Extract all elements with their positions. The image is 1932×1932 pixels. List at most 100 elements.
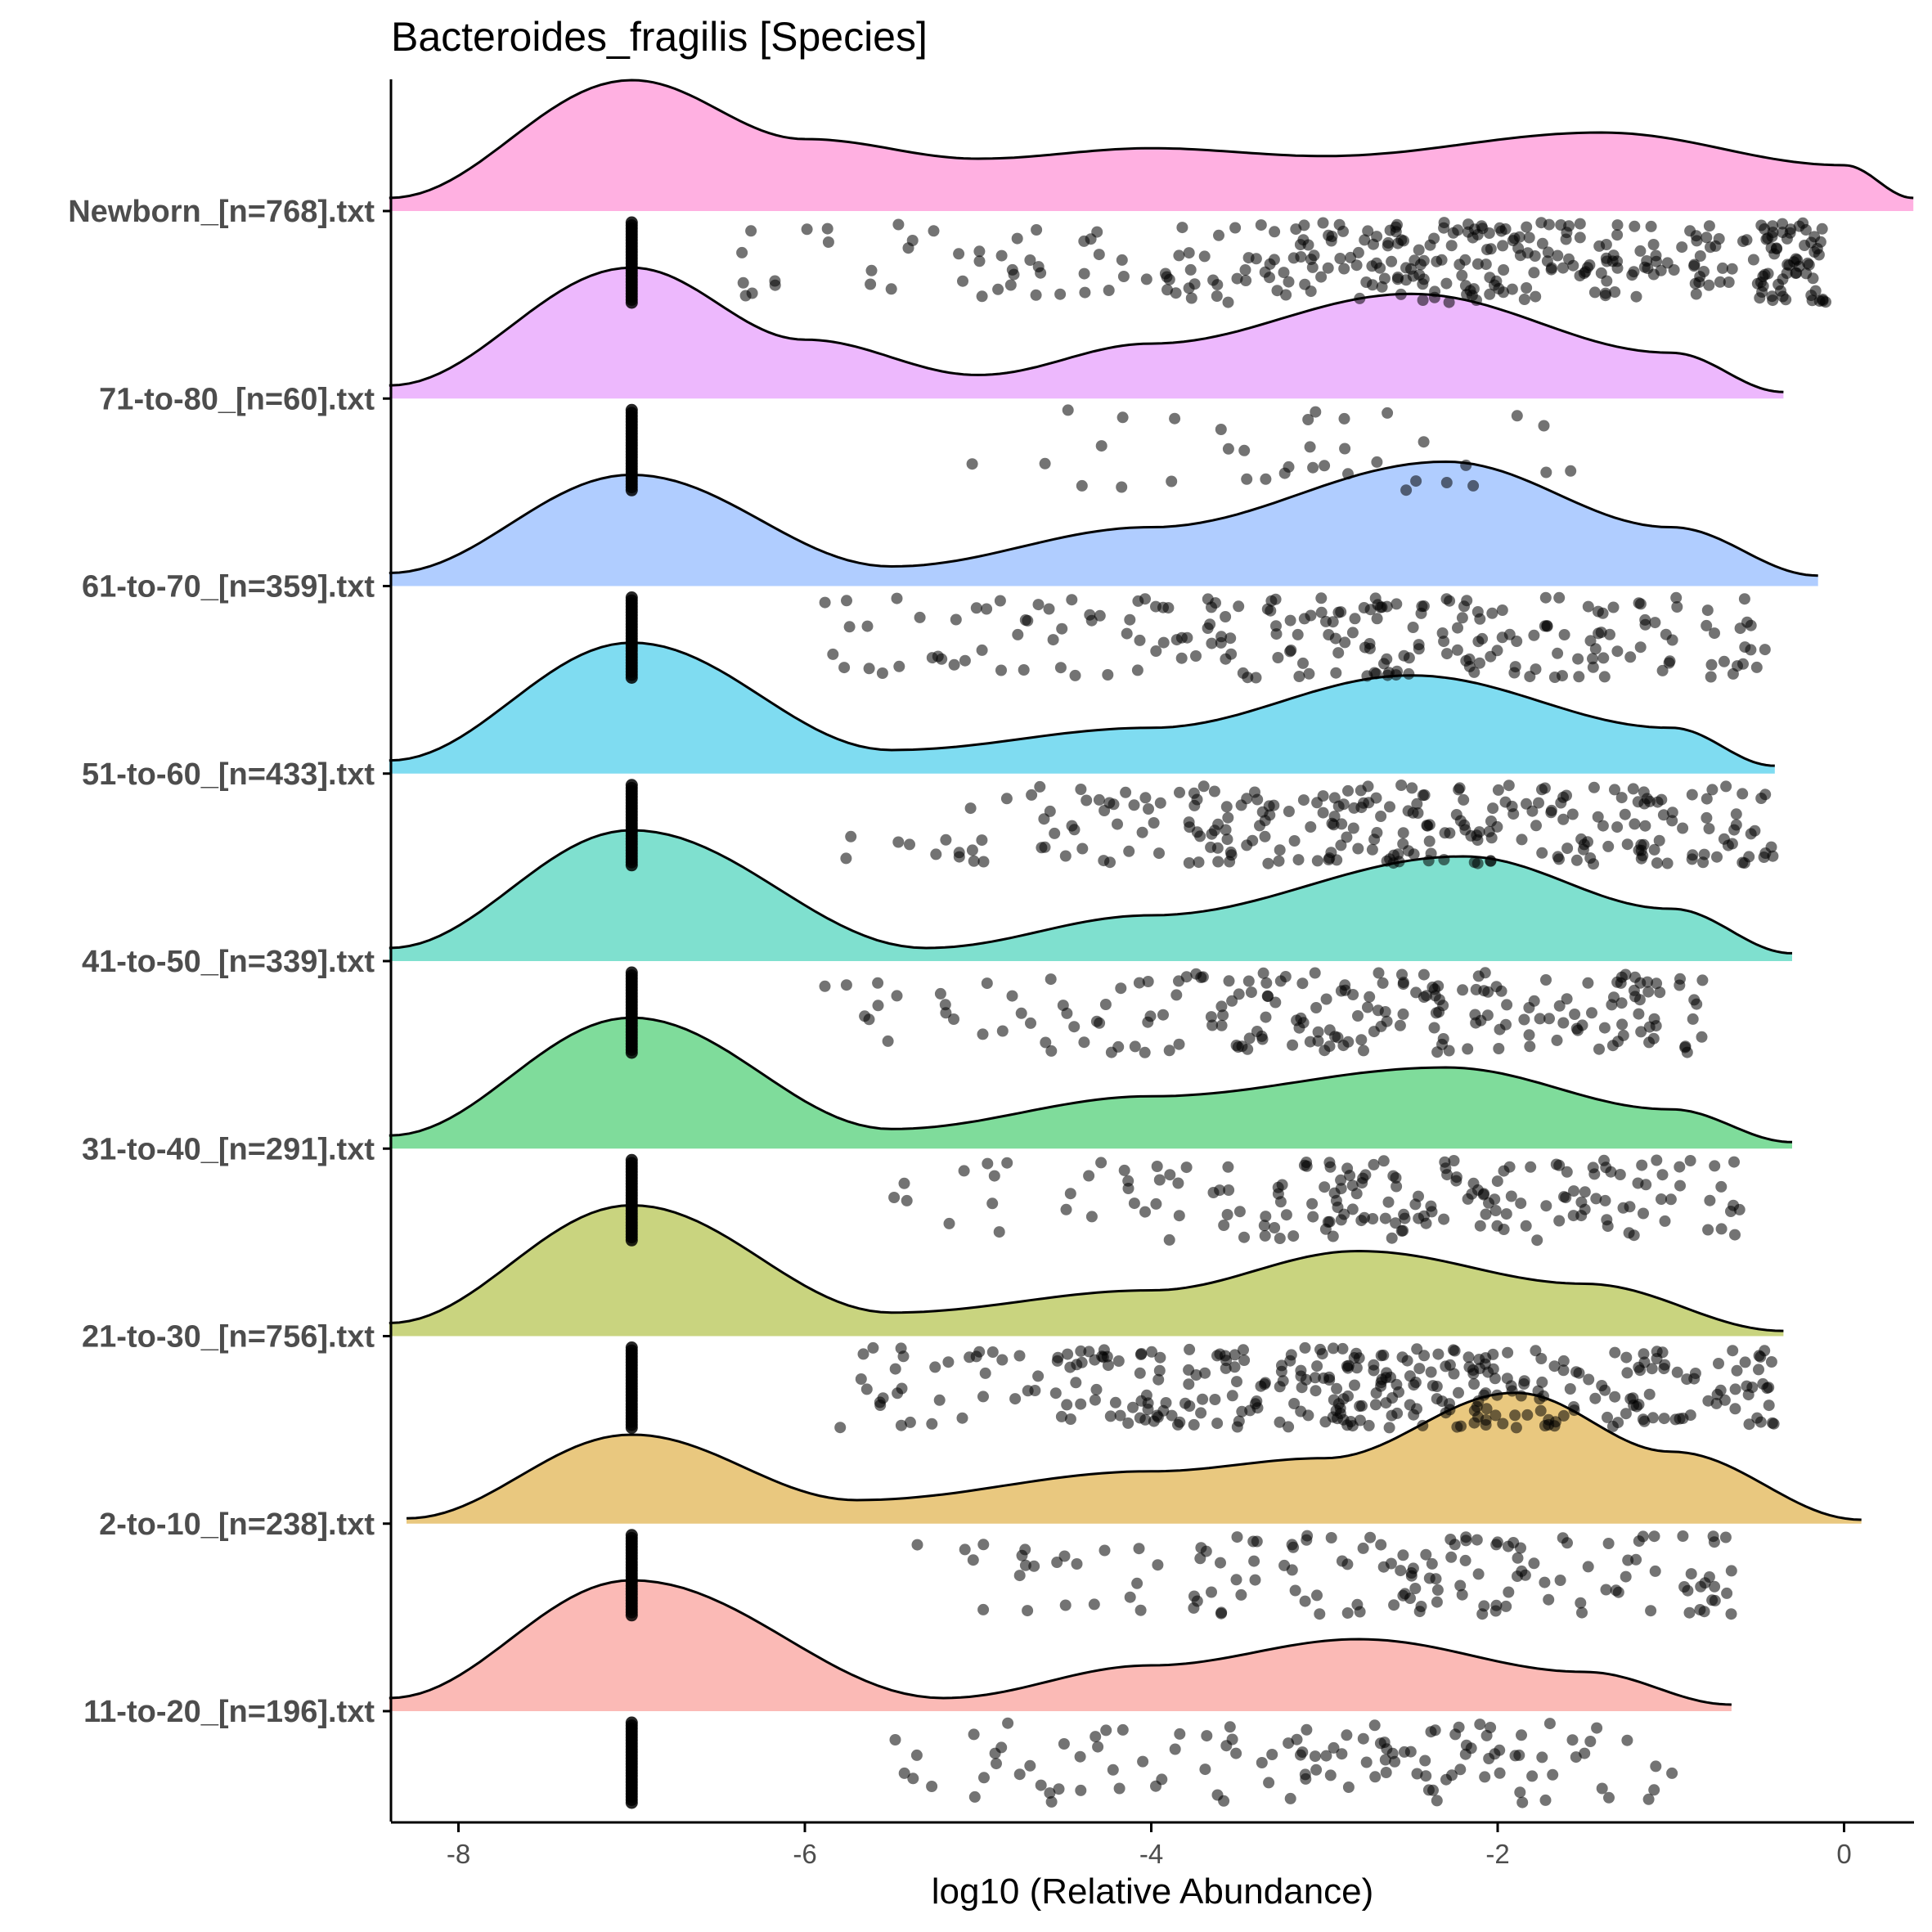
point — [1222, 443, 1234, 455]
point — [1745, 828, 1757, 840]
point — [1359, 641, 1371, 654]
point — [1350, 259, 1363, 272]
point — [1035, 1779, 1047, 1791]
point — [1335, 839, 1347, 851]
point — [1028, 1560, 1040, 1572]
point — [1427, 1380, 1439, 1392]
point — [914, 611, 926, 623]
point — [1352, 842, 1364, 855]
point — [950, 613, 962, 626]
point — [1601, 275, 1613, 287]
point — [1521, 1409, 1534, 1421]
point — [1502, 1346, 1514, 1359]
point — [1437, 1000, 1449, 1012]
point — [1400, 484, 1413, 496]
point — [1400, 262, 1412, 274]
point — [1460, 1739, 1472, 1751]
point — [1188, 1418, 1200, 1431]
point — [1206, 637, 1218, 649]
point — [1109, 1396, 1121, 1409]
point — [1198, 250, 1211, 263]
ridge-9 — [389, 1579, 1732, 1711]
point — [1557, 813, 1570, 825]
point — [1169, 1743, 1181, 1755]
point — [948, 658, 960, 671]
point — [1278, 1559, 1291, 1571]
point — [956, 1412, 968, 1424]
point — [1134, 634, 1146, 646]
point — [1349, 1379, 1360, 1391]
point — [1533, 797, 1544, 809]
point — [1338, 412, 1350, 425]
point — [1026, 789, 1038, 801]
point — [1358, 602, 1370, 613]
point — [1284, 614, 1296, 627]
point — [1589, 1392, 1602, 1404]
point — [1602, 1538, 1615, 1549]
point — [1555, 797, 1567, 809]
point — [736, 246, 748, 258]
y-tick-label: 41-to-50_[n=339].txt — [82, 945, 375, 979]
point — [1389, 1755, 1401, 1768]
point — [966, 458, 978, 470]
point — [1342, 1036, 1355, 1048]
point — [1300, 1373, 1312, 1386]
point — [1257, 967, 1269, 979]
point — [1471, 258, 1484, 270]
point — [1117, 411, 1129, 424]
point — [1503, 1586, 1515, 1598]
point — [1233, 988, 1245, 1000]
point — [1223, 1184, 1235, 1196]
point — [1720, 780, 1732, 793]
point — [1657, 809, 1669, 821]
point — [1288, 1398, 1301, 1409]
point — [1765, 841, 1777, 853]
point — [1431, 1046, 1444, 1058]
point — [1240, 275, 1252, 286]
point — [840, 852, 852, 865]
point — [995, 1741, 1008, 1754]
point — [1360, 1756, 1373, 1768]
point — [1628, 266, 1640, 278]
point — [1713, 233, 1725, 245]
point — [1624, 1393, 1637, 1405]
point — [1472, 1568, 1485, 1580]
point — [882, 1035, 894, 1047]
point — [1487, 802, 1499, 815]
point — [1349, 613, 1361, 625]
point — [926, 1781, 938, 1792]
point — [1730, 819, 1742, 831]
point — [1690, 288, 1702, 300]
point — [1557, 1355, 1570, 1367]
point — [1382, 1196, 1395, 1208]
point — [1611, 219, 1624, 231]
point — [1000, 793, 1013, 805]
point — [1490, 1599, 1503, 1611]
point — [1731, 1364, 1743, 1377]
point — [1360, 276, 1373, 288]
point — [1451, 1421, 1463, 1433]
point — [986, 1346, 999, 1358]
point — [1467, 479, 1480, 492]
point — [1116, 481, 1128, 493]
point — [1071, 1558, 1083, 1570]
point — [1651, 1154, 1663, 1166]
point — [1648, 1784, 1660, 1796]
point — [1703, 823, 1715, 835]
x-axis-title: log10 (Relative Abundance) — [932, 1871, 1374, 1912]
point — [1215, 1000, 1228, 1013]
point — [859, 1010, 871, 1022]
ridge-fill — [389, 1018, 1792, 1149]
point — [1619, 808, 1631, 820]
point — [1035, 267, 1047, 279]
point — [1381, 1743, 1393, 1755]
point — [1718, 655, 1730, 667]
point — [1307, 461, 1319, 474]
point — [1256, 1757, 1268, 1768]
point — [1024, 1759, 1036, 1772]
point — [841, 595, 852, 607]
point — [1633, 597, 1645, 609]
point — [1800, 267, 1813, 280]
point — [1552, 249, 1564, 262]
point — [1704, 1194, 1716, 1206]
